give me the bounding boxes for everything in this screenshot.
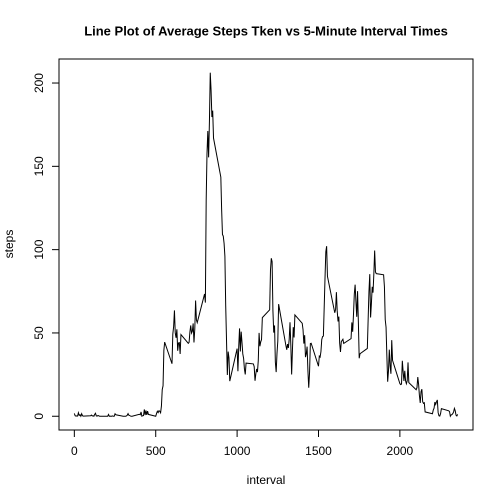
y-tick-label: 0	[32, 413, 46, 420]
y-tick-label: 100	[32, 239, 46, 259]
x-tick-label: 500	[146, 444, 166, 458]
y-tick-label: 150	[32, 156, 46, 176]
x-tick-label: 2000	[387, 444, 414, 458]
x-tick-label: 1500	[305, 444, 332, 458]
x-axis-label: interval	[247, 473, 286, 487]
x-tick-label: 0	[71, 444, 78, 458]
y-tick-label: 50	[32, 326, 46, 340]
x-tick-label: 1000	[224, 444, 251, 458]
data-line	[73, 72, 459, 418]
chart-title: Line Plot of Average Steps Tken vs 5-Min…	[84, 23, 448, 38]
y-axis-label: steps	[2, 230, 16, 259]
y-tick-label: 200	[32, 73, 46, 93]
plot-frame	[58, 58, 474, 431]
